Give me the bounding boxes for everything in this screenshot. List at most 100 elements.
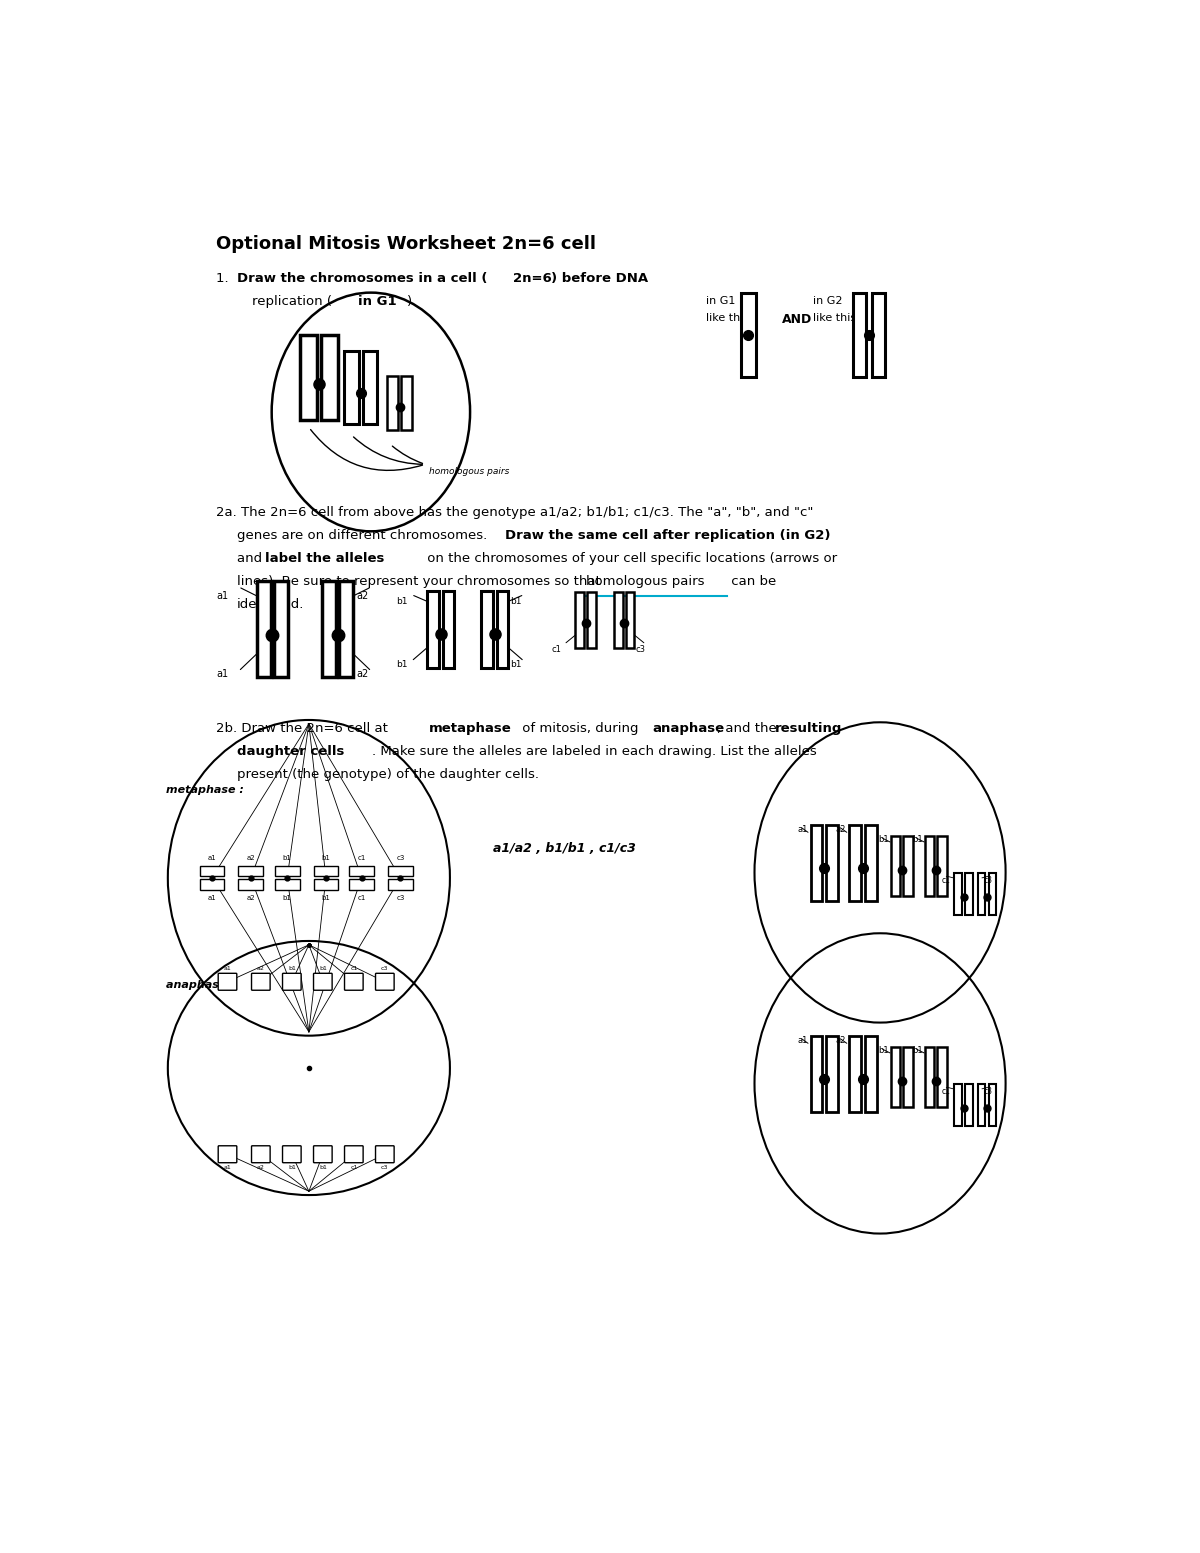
Text: in G1: in G1 (707, 297, 736, 306)
Text: b1: b1 (396, 596, 407, 606)
Text: and: and (236, 553, 266, 565)
Text: 1.: 1. (216, 272, 233, 284)
Text: b1: b1 (322, 895, 330, 901)
Bar (890, 1047, 900, 1107)
Bar (275, 865, 300, 876)
Text: replication (: replication ( (252, 295, 332, 307)
Bar (340, 581, 354, 677)
Text: c1: c1 (942, 1087, 950, 1096)
Bar (811, 1036, 822, 1112)
Text: AND: AND (781, 314, 812, 326)
Text: a2: a2 (836, 1036, 846, 1045)
Text: b1: b1 (878, 836, 889, 845)
Bar (313, 865, 338, 876)
Bar (239, 865, 263, 876)
Text: a2: a2 (356, 669, 368, 679)
Bar (427, 590, 439, 668)
Text: like this:: like this: (812, 314, 859, 323)
Text: a1: a1 (217, 590, 229, 601)
Bar (239, 879, 263, 890)
Bar (965, 1084, 973, 1126)
Text: b1: b1 (396, 660, 407, 669)
Bar (481, 590, 493, 668)
Bar (904, 1047, 912, 1107)
Text: c1: c1 (942, 876, 950, 885)
Bar (199, 865, 224, 876)
Bar (344, 351, 359, 424)
Bar (275, 581, 288, 677)
FancyBboxPatch shape (344, 1146, 364, 1163)
Bar (199, 879, 224, 890)
FancyBboxPatch shape (218, 974, 236, 991)
Text: daughter cells: daughter cells (236, 744, 344, 758)
Text: c3: c3 (983, 876, 992, 885)
Text: b1: b1 (510, 660, 522, 669)
Bar (576, 592, 584, 648)
Text: b1: b1 (319, 966, 326, 971)
Bar (401, 376, 412, 430)
Text: label the alleles: label the alleles (265, 553, 384, 565)
FancyBboxPatch shape (344, 974, 364, 991)
Bar (388, 865, 413, 876)
Text: c3: c3 (635, 644, 646, 654)
Bar (853, 292, 866, 377)
Text: genes are on different chromosomes.: genes are on different chromosomes. (236, 530, 491, 542)
Text: c1: c1 (350, 966, 358, 971)
Text: c1: c1 (358, 895, 366, 901)
FancyBboxPatch shape (313, 1146, 332, 1163)
Text: 2n=6: 2n=6 (512, 272, 552, 284)
Bar (826, 826, 838, 901)
Text: a1/a2 , b1/b1 , c1/c3: a1/a2 , b1/b1 , c1/c3 (492, 842, 636, 854)
Text: metaphase :: metaphase : (166, 786, 244, 795)
Text: identified.: identified. (236, 598, 304, 612)
FancyBboxPatch shape (252, 1146, 270, 1163)
Bar (349, 865, 374, 876)
Text: 2b. Draw the 2n=6 cell at: 2b. Draw the 2n=6 cell at (216, 722, 392, 735)
Text: homologous pairs: homologous pairs (430, 467, 509, 477)
FancyBboxPatch shape (313, 974, 332, 991)
FancyBboxPatch shape (218, 1146, 236, 1163)
Text: present (the genotype) of the daughter cells.: present (the genotype) of the daughter c… (236, 767, 539, 781)
Text: a2: a2 (257, 1165, 265, 1169)
Text: b1: b1 (322, 854, 330, 860)
Bar (904, 836, 912, 896)
FancyBboxPatch shape (282, 1146, 301, 1163)
Text: a1: a1 (223, 966, 232, 971)
Text: of mitosis, during: of mitosis, during (518, 722, 643, 735)
Bar (937, 1047, 947, 1107)
Text: c3: c3 (382, 1165, 389, 1169)
Bar (850, 826, 862, 901)
Text: Draw the chromosomes in a cell (: Draw the chromosomes in a cell ( (236, 272, 487, 284)
Text: anaphase :: anaphase : (166, 980, 234, 991)
Bar (865, 1036, 876, 1112)
Text: c3: c3 (396, 895, 404, 901)
Text: in G2: in G2 (812, 297, 842, 306)
Bar (937, 836, 947, 896)
Bar (614, 592, 623, 648)
Text: b1: b1 (878, 1047, 889, 1056)
Text: can be: can be (727, 575, 776, 589)
Text: resulting: resulting (775, 722, 842, 735)
Text: a1: a1 (797, 825, 808, 834)
Text: c1: c1 (552, 644, 562, 654)
Text: b1: b1 (283, 895, 292, 901)
Text: b1: b1 (283, 854, 292, 860)
Bar (978, 1084, 985, 1126)
Bar (925, 1047, 935, 1107)
Bar (443, 590, 454, 668)
Text: a2: a2 (356, 590, 368, 601)
Bar (587, 592, 595, 648)
Text: a2: a2 (246, 854, 256, 860)
Bar (978, 873, 985, 915)
Bar (865, 826, 876, 901)
Bar (965, 873, 973, 915)
Text: in G1: in G1 (358, 295, 396, 307)
Text: ) before DNA: ) before DNA (552, 272, 648, 284)
Text: , and the: , and the (718, 722, 781, 735)
Bar (322, 335, 338, 419)
Text: c3: c3 (983, 1087, 992, 1096)
Text: lines). Be sure to represent your chromosomes so that: lines). Be sure to represent your chromo… (236, 575, 605, 589)
Text: a1: a1 (208, 895, 216, 901)
Bar (626, 592, 635, 648)
Text: a2: a2 (257, 966, 265, 971)
